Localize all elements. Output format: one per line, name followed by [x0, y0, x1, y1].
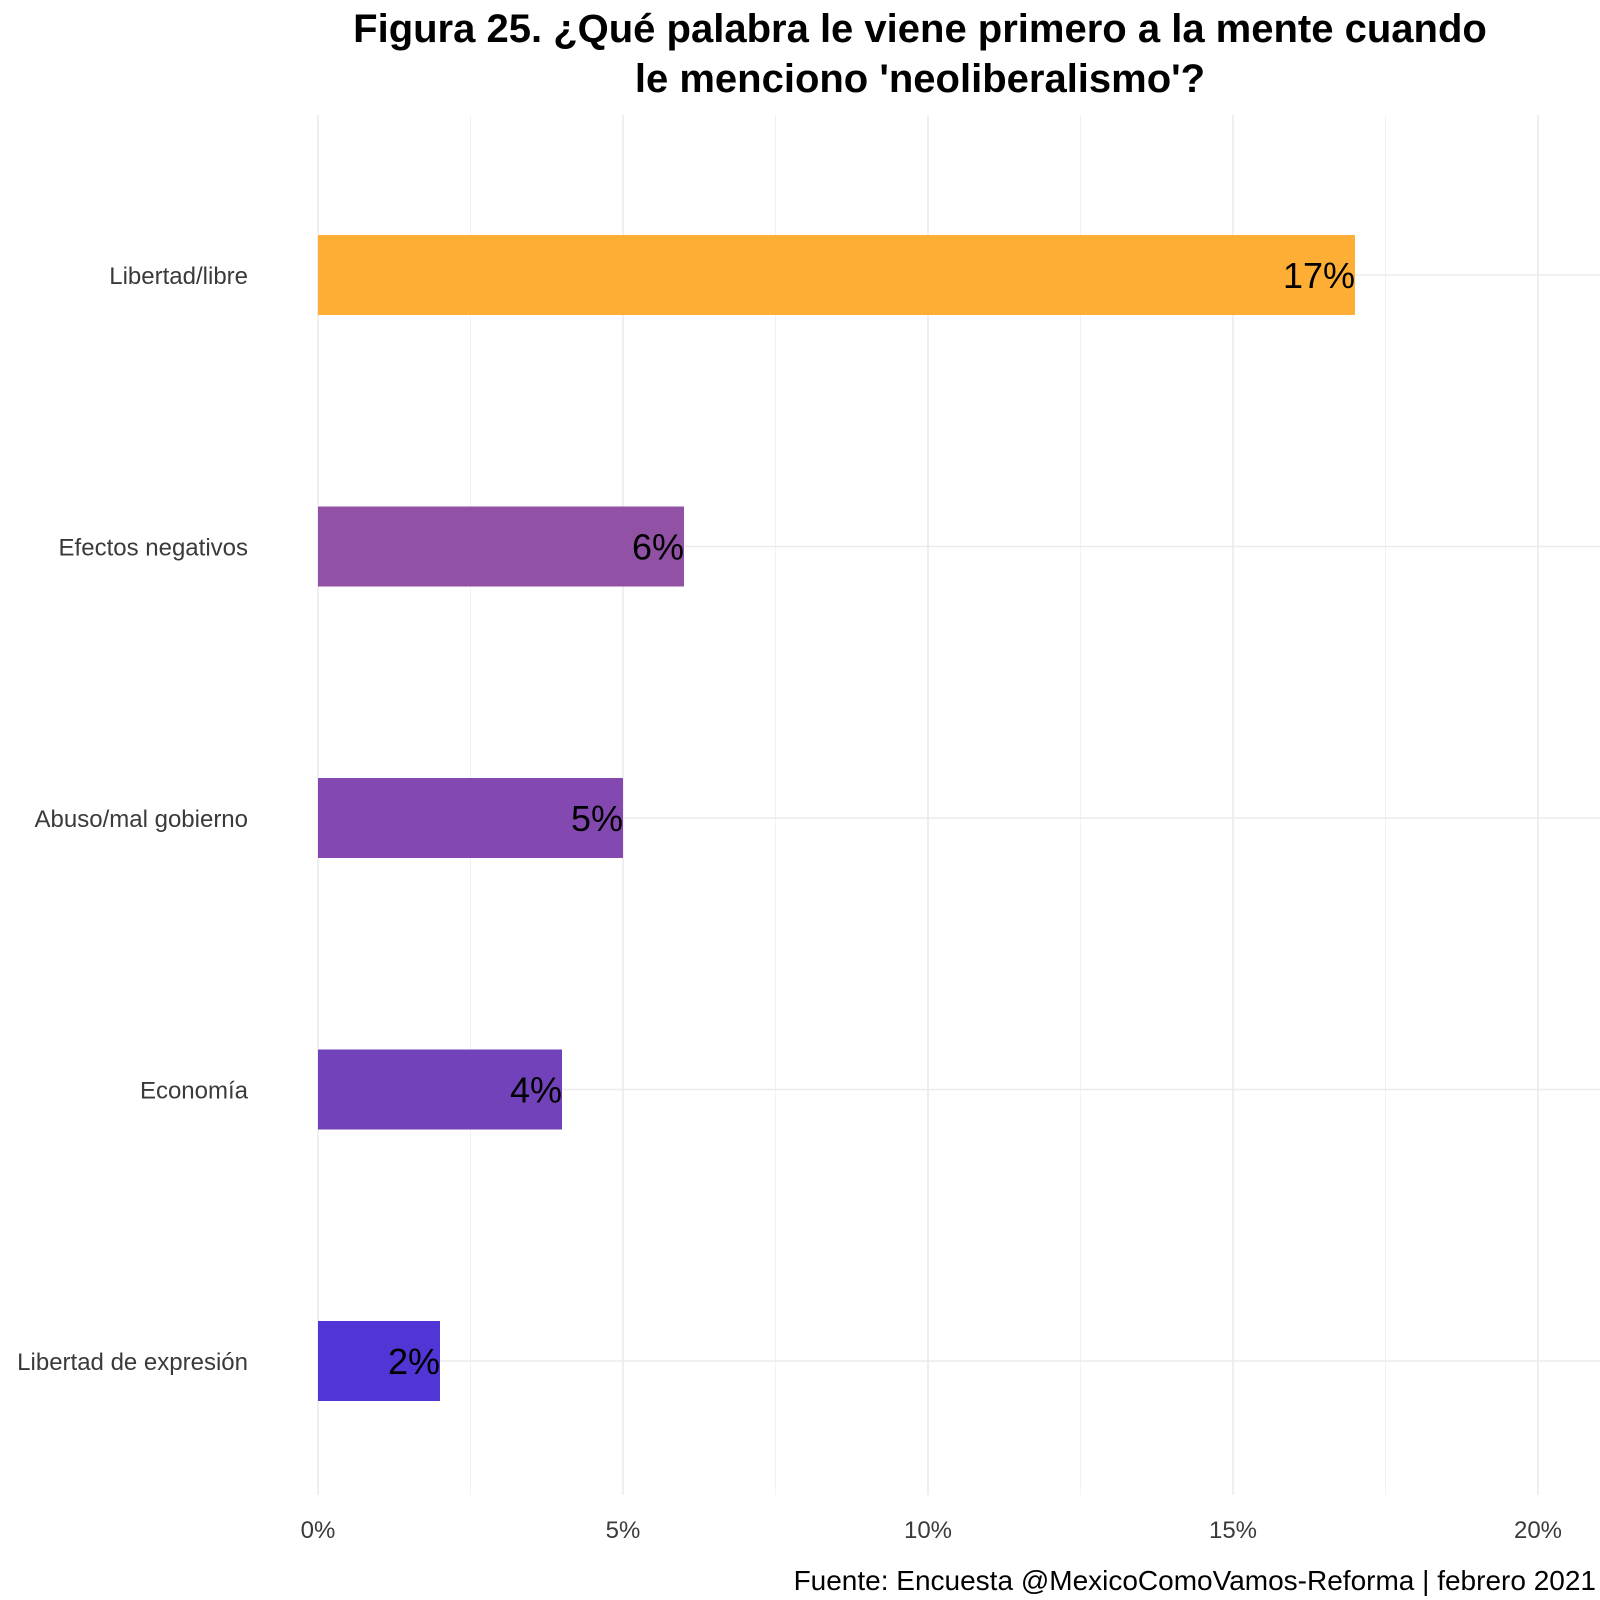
category-label: Libertad/libre — [109, 263, 248, 290]
bar-data-label: 4% — [510, 1070, 562, 1111]
bars: 17% 6% 5% 4% 2% — [318, 235, 1355, 1401]
bar — [318, 506, 684, 587]
x-axis-ticks: 0% 5% 10% 15% 20% — [301, 1517, 1562, 1544]
source-caption: Fuente: Encuesta @MexicoComoVamos-Reform… — [794, 1565, 1596, 1596]
bar — [318, 1321, 440, 1401]
category-label: Economía — [140, 1078, 249, 1105]
x-tick-label: 10% — [904, 1517, 952, 1544]
x-tick-label: 15% — [1209, 1517, 1257, 1544]
bar — [318, 1049, 562, 1130]
chart-title-line-1: Figura 25. ¿Qué palabra le viene primero… — [353, 7, 1487, 51]
bar — [318, 778, 623, 858]
x-tick-label: 0% — [301, 1517, 336, 1544]
category-label: Efectos negativos — [59, 535, 248, 562]
bar-data-label: 5% — [571, 798, 623, 839]
bar-data-label: 17% — [1283, 255, 1355, 296]
category-label: Libertad de expresión — [17, 1349, 248, 1376]
bar-data-label: 6% — [632, 527, 684, 568]
x-tick-label: 5% — [606, 1517, 641, 1544]
x-tick-label: 20% — [1514, 1517, 1562, 1544]
category-label: Abuso/mal gobierno — [35, 806, 248, 833]
chart-title-line-2: le menciono 'neoliberalismo'? — [635, 57, 1205, 101]
bar-data-label: 2% — [388, 1341, 440, 1382]
category-labels: Libertad/libre Efectos negativos Abuso/mal… — [17, 263, 248, 1376]
bar — [318, 235, 1355, 315]
